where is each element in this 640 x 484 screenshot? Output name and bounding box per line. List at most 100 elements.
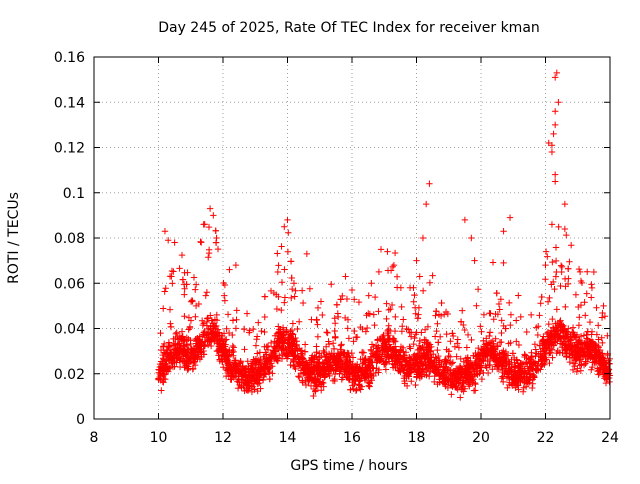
chart-title: Day 245 of 2025, Rate Of TEC Index for r… xyxy=(158,20,540,36)
x-tick-label: 16 xyxy=(343,430,361,446)
data-point xyxy=(367,374,375,382)
data-point xyxy=(353,363,360,370)
data-point xyxy=(519,388,527,395)
data-point xyxy=(416,273,423,280)
data-point xyxy=(233,307,240,314)
data-point xyxy=(545,336,552,343)
data-point xyxy=(523,374,531,382)
data-point xyxy=(368,347,375,355)
data-point xyxy=(155,376,162,383)
data-point xyxy=(183,281,190,288)
data-point xyxy=(344,362,351,369)
data-point xyxy=(286,339,293,346)
data-point xyxy=(375,268,383,276)
data-point xyxy=(466,383,473,390)
data-point xyxy=(406,369,414,377)
data-point xyxy=(171,363,178,370)
data-point xyxy=(413,329,420,336)
data-point xyxy=(313,349,320,356)
data-point xyxy=(562,341,570,349)
data-point xyxy=(594,322,602,329)
data-point xyxy=(366,358,374,365)
data-point xyxy=(405,372,412,380)
data-point xyxy=(172,330,179,338)
data-point xyxy=(441,367,449,375)
data-point xyxy=(483,349,490,356)
x-tick-label: 20 xyxy=(472,430,490,446)
data-point xyxy=(449,369,457,376)
data-point xyxy=(319,379,326,386)
data-point xyxy=(583,331,590,339)
data-point xyxy=(449,330,456,337)
data-point xyxy=(558,323,565,330)
data-point xyxy=(442,308,450,316)
data-point xyxy=(185,326,192,333)
data-point xyxy=(471,257,478,264)
data-point xyxy=(600,302,607,310)
data-point xyxy=(568,348,576,355)
data-point xyxy=(396,362,403,370)
data-point xyxy=(432,359,440,366)
data-point xyxy=(412,310,419,317)
data-point xyxy=(165,364,173,371)
data-point xyxy=(169,280,176,287)
data-point xyxy=(418,359,426,366)
data-point xyxy=(593,331,601,338)
data-point xyxy=(442,356,449,363)
data-point xyxy=(348,286,356,294)
x-axis-ticks: 8 10 12 14 16 18 20 22 24 xyxy=(90,57,619,446)
data-point xyxy=(381,346,389,353)
data-point xyxy=(562,283,569,290)
data-point xyxy=(224,366,232,373)
data-point xyxy=(425,373,433,380)
data-point xyxy=(400,316,407,323)
data-point xyxy=(238,376,245,383)
data-point xyxy=(160,342,167,350)
data-point xyxy=(547,349,554,356)
data-point xyxy=(492,343,500,350)
data-point xyxy=(351,327,358,335)
data-point xyxy=(502,325,509,332)
data-point xyxy=(532,352,539,360)
data-point xyxy=(295,373,302,380)
data-point xyxy=(298,354,306,361)
data-point xyxy=(183,341,190,348)
data-point xyxy=(287,258,295,265)
data-point xyxy=(323,353,331,360)
data-point xyxy=(511,379,518,387)
data-point xyxy=(453,378,460,386)
data-point xyxy=(477,362,484,369)
data-point xyxy=(281,223,288,230)
data-point xyxy=(496,339,504,346)
data-point xyxy=(469,379,476,386)
data-point xyxy=(290,280,298,287)
y-tick-label: 0.1 xyxy=(63,186,85,202)
data-point xyxy=(575,265,583,273)
data-point xyxy=(357,386,364,393)
data-point xyxy=(453,353,460,360)
data-point xyxy=(434,320,441,327)
data-point xyxy=(159,373,167,381)
data-point xyxy=(328,367,335,375)
data-point xyxy=(548,221,556,228)
data-point xyxy=(187,298,195,305)
data-point xyxy=(313,316,320,323)
data-point xyxy=(602,379,610,387)
data-point xyxy=(269,370,276,377)
data-point xyxy=(604,332,611,339)
data-point xyxy=(545,139,552,147)
data-point xyxy=(425,351,432,358)
data-point xyxy=(422,336,430,344)
data-point xyxy=(548,142,556,149)
data-point xyxy=(588,281,595,288)
data-point xyxy=(400,367,407,374)
data-point xyxy=(202,292,209,299)
data-point xyxy=(181,313,188,320)
data-point xyxy=(513,356,520,363)
data-point xyxy=(515,292,522,299)
data-point xyxy=(483,340,491,347)
data-point xyxy=(220,340,227,348)
data-point xyxy=(157,346,165,354)
data-point xyxy=(553,69,560,77)
data-point xyxy=(329,377,337,384)
